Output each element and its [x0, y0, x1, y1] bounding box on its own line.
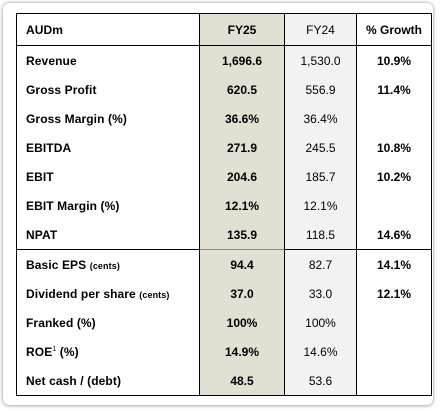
header-previous-year: FY24	[284, 13, 357, 46]
row-previous-value: 185.7	[284, 162, 357, 191]
row-current-value: 36.6%	[199, 104, 285, 133]
table-row-npat: NPAT 135.9 118.5 14.6%	[16, 220, 432, 250]
footnote-marker: 1	[52, 345, 57, 353]
row-label: Gross Profit	[16, 75, 200, 104]
table-row-gross-profit: Gross Profit 620.5 556.9 11.4%	[16, 75, 432, 104]
row-current-value: 48.5	[199, 366, 285, 396]
row-label: ROE1 (%)	[16, 337, 200, 366]
row-current-value: 204.6	[199, 162, 285, 191]
row-current-value: 1,696.6	[199, 45, 285, 75]
row-label-text: ROE	[26, 344, 53, 359]
row-current-value: 271.9	[199, 133, 285, 162]
row-label-text: NPAT	[26, 227, 58, 242]
row-growth-value: 10.8%	[356, 133, 432, 162]
row-previous-value: 118.5	[284, 220, 357, 250]
row-previous-value: 82.7	[284, 249, 357, 279]
row-label-text: Revenue	[26, 53, 77, 68]
row-current-value: 14.9%	[199, 337, 285, 366]
header-current-year: FY25	[199, 13, 285, 46]
row-growth-value	[356, 191, 432, 220]
row-current-value: 135.9	[199, 220, 285, 250]
row-label: EBIT	[16, 162, 200, 191]
row-previous-value: 556.9	[284, 75, 357, 104]
financial-results-table: AUDm FY25 FY24 % Growth Revenue 1,696.6 …	[16, 13, 432, 396]
row-growth-value	[356, 104, 432, 133]
row-current-value: 37.0	[199, 279, 285, 308]
row-previous-value: 245.5	[284, 133, 357, 162]
table-row-ebit: EBIT 204.6 185.7 10.2%	[16, 162, 432, 191]
row-label-note: (cents)	[89, 260, 120, 271]
table-row-ebit-margin: EBIT Margin (%) 12.1% 12.1%	[16, 191, 432, 220]
row-growth-value: 10.9%	[356, 45, 432, 75]
row-label-text: EBIT	[26, 169, 54, 184]
table-row-franked: Franked (%) 100% 100%	[16, 308, 432, 337]
table-row-ebitda: EBITDA 271.9 245.5 10.8%	[16, 133, 432, 162]
row-current-value: 620.5	[199, 75, 285, 104]
header-label: AUDm	[16, 13, 200, 46]
row-current-value: 100%	[199, 308, 285, 337]
row-label-note: (cents)	[139, 289, 170, 300]
row-growth-value: 14.6%	[356, 220, 432, 250]
row-label: Gross Margin (%)	[16, 104, 200, 133]
row-label: Franked (%)	[16, 308, 200, 337]
row-label: Net cash / (debt)	[16, 366, 200, 396]
row-label: EBIT Margin (%)	[16, 191, 200, 220]
row-label: Revenue	[16, 45, 200, 75]
row-label-text: Gross Margin (%)	[26, 111, 127, 126]
table-row-net-cash: Net cash / (debt) 48.5 53.6	[16, 366, 432, 396]
row-label: NPAT	[16, 220, 200, 250]
row-growth-value: 11.4%	[356, 75, 432, 104]
row-previous-value: 14.6%	[284, 337, 357, 366]
row-label-text: Net cash / (debt)	[26, 373, 122, 388]
header-growth: % Growth	[356, 13, 432, 46]
table-row-gross-margin: Gross Margin (%) 36.6% 36.4%	[16, 104, 432, 133]
row-label-text: Dividend per share	[26, 286, 136, 301]
row-previous-value: 12.1%	[284, 191, 357, 220]
row-label: EBITDA	[16, 133, 200, 162]
row-growth-value	[356, 308, 432, 337]
row-growth-value	[356, 366, 432, 396]
row-previous-value: 33.0	[284, 279, 357, 308]
row-label-text: Basic EPS	[26, 257, 87, 272]
row-previous-value: 100%	[284, 308, 357, 337]
table-row-roe: ROE1 (%) 14.9% 14.6%	[16, 337, 432, 366]
row-growth-value	[356, 337, 432, 366]
row-previous-value: 36.4%	[284, 104, 357, 133]
table-row-basic-eps: Basic EPS (cents) 94.4 82.7 14.1%	[16, 249, 432, 279]
results-card: AUDm FY25 FY24 % Growth Revenue 1,696.6 …	[3, 3, 433, 405]
row-label-text: EBITDA	[26, 140, 72, 155]
row-growth-value: 14.1%	[356, 249, 432, 279]
row-label-text: Franked (%)	[26, 315, 96, 330]
table-row-revenue: Revenue 1,696.6 1,530.0 10.9%	[16, 45, 432, 75]
row-previous-value: 53.6	[284, 366, 357, 396]
table-header-row: AUDm FY25 FY24 % Growth	[16, 13, 432, 46]
row-label-text: EBIT Margin (%)	[26, 198, 120, 213]
row-label: Dividend per share (cents)	[16, 279, 200, 308]
row-growth-value: 12.1%	[356, 279, 432, 308]
row-previous-value: 1,530.0	[284, 45, 357, 75]
row-label: Basic EPS (cents)	[16, 249, 200, 279]
row-label-text: Gross Profit	[26, 82, 97, 97]
table-row-dividend-per-share: Dividend per share (cents) 37.0 33.0 12.…	[16, 279, 432, 308]
row-label-suffix: (%)	[59, 344, 79, 359]
row-current-value: 12.1%	[199, 191, 285, 220]
row-growth-value: 10.2%	[356, 162, 432, 191]
row-current-value: 94.4	[199, 249, 285, 279]
